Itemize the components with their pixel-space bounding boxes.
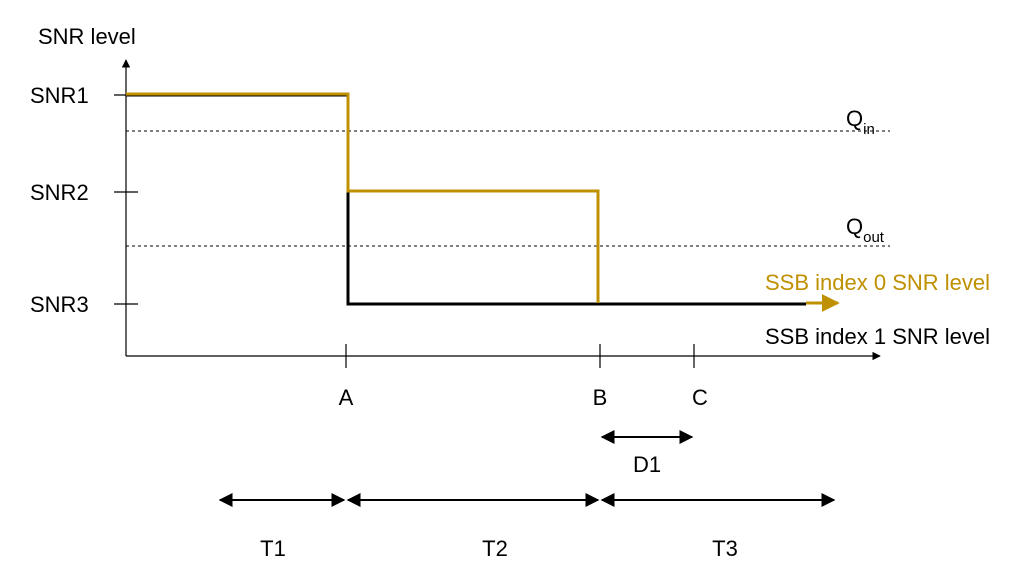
y-axis-title: SNR level [38,24,136,49]
t3-label: T3 [712,536,738,561]
ssb0-snr-trace [126,92,600,303]
q-out-label: Qout [846,214,885,246]
t1-label: T1 [260,536,286,561]
ssb1-snr-trace [126,93,806,306]
c-label: C [692,385,708,410]
snr1-label: SNR1 [30,83,89,108]
b-label: B [593,385,608,410]
q-in-label: Qin [846,106,875,138]
snr2-label: SNR2 [30,180,89,205]
ssb1-legend-label: SSB index 1 SNR level [765,324,990,349]
t2-label: T2 [482,536,508,561]
d1-label: D1 [633,452,661,477]
a-label: A [339,385,354,410]
ssb0-legend-label: SSB index 0 SNR level [765,270,990,295]
snr3-label: SNR3 [30,292,89,317]
